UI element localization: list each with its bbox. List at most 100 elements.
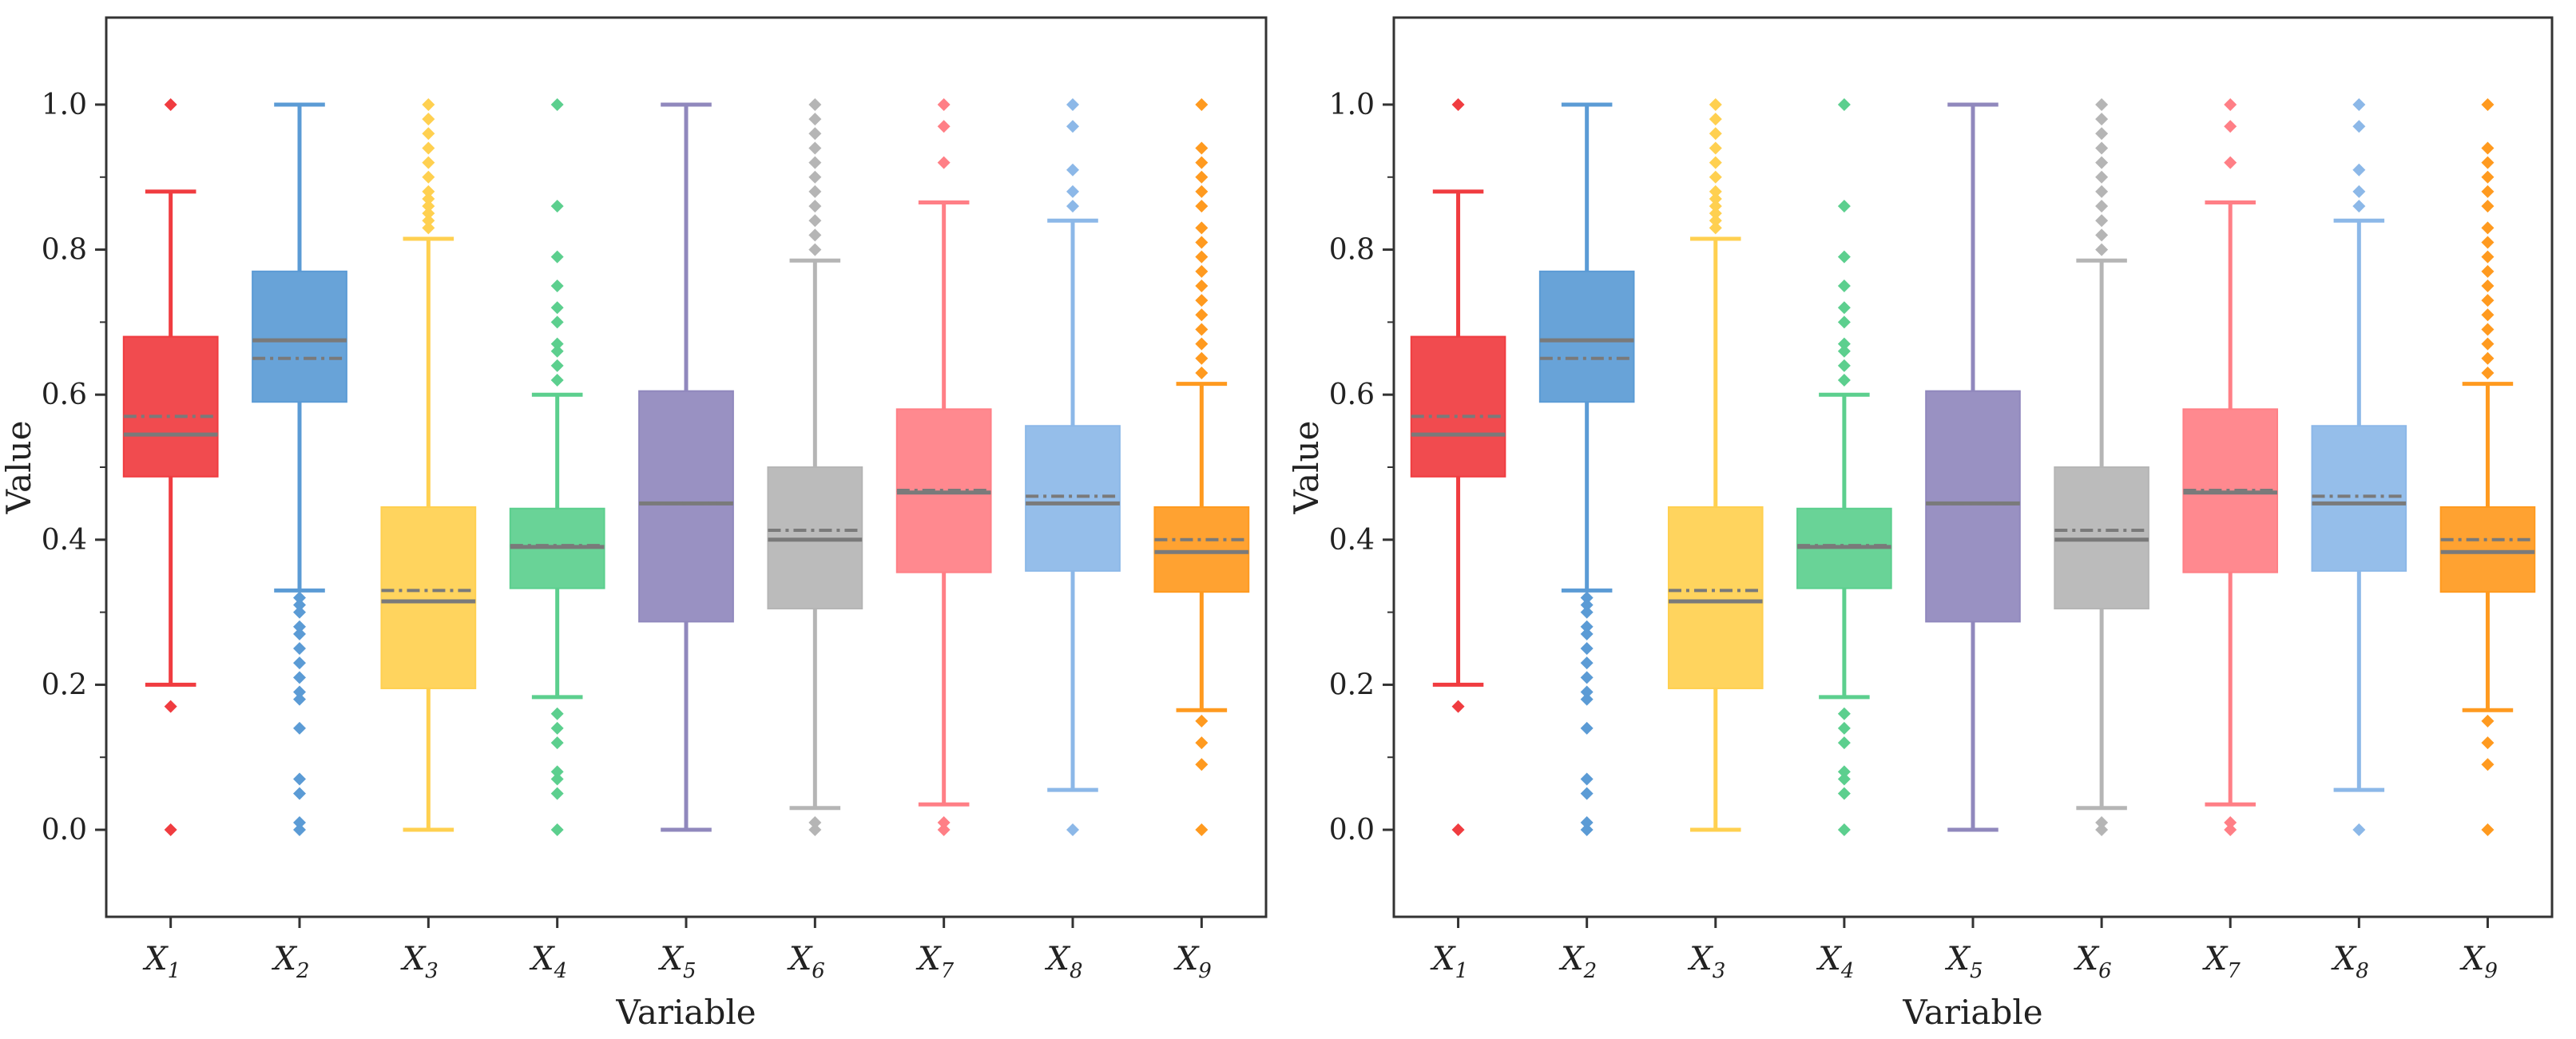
outlier-point — [1195, 323, 1209, 336]
box-x8: X8 — [2311, 97, 2407, 983]
outlier-point — [808, 113, 822, 126]
x-tick-label-main: X — [529, 941, 555, 978]
outlier-point — [1580, 656, 1594, 670]
outlier-point — [1837, 359, 1851, 372]
outlier-point — [1195, 714, 1209, 728]
outlier-point — [1580, 591, 1594, 605]
outlier-point — [1195, 97, 1209, 111]
outlier-point — [164, 97, 177, 111]
x-tick-label: X3 — [400, 941, 439, 983]
outlier-point — [1709, 192, 1722, 206]
box-x1: X1 — [122, 97, 219, 983]
outlier-point — [293, 787, 306, 800]
outlier-point — [808, 243, 822, 256]
outlier-point — [550, 787, 564, 800]
box-x9: X9 — [2439, 97, 2536, 983]
outlier-point — [937, 823, 951, 837]
outlier-point — [422, 200, 435, 213]
x-tick-label: X1 — [1430, 941, 1468, 983]
box-body — [1925, 390, 2021, 623]
outlier-point — [1837, 200, 1851, 213]
x-tick-label: X5 — [1944, 941, 1983, 983]
outlier-point — [422, 192, 435, 206]
x-tick-label-main: X — [1558, 941, 1585, 978]
outlier-point — [1837, 315, 1851, 329]
outlier-point — [2352, 184, 2366, 198]
outlier-point — [293, 772, 306, 786]
outlier-point — [2095, 214, 2109, 228]
outlier-point — [1195, 308, 1209, 322]
x-tick-label-sub: 3 — [425, 959, 439, 983]
outlier-point — [1195, 294, 1209, 307]
outlier-point — [2481, 736, 2495, 750]
outlier-point — [2481, 366, 2495, 379]
outlier-point — [808, 141, 822, 155]
x-tick-label-sub: 9 — [2484, 959, 2498, 983]
box-x5: X5 — [1925, 102, 2021, 983]
outlier-point — [937, 97, 951, 111]
outlier-point — [1195, 366, 1209, 379]
box-body — [252, 270, 347, 403]
outlier-point — [293, 721, 306, 735]
outlier-point — [1195, 250, 1209, 264]
outlier-point — [1451, 823, 1465, 837]
outlier-point — [550, 97, 564, 111]
outlier-point — [2481, 264, 2495, 278]
outlier-point — [422, 141, 435, 155]
y-axis-title: Value — [0, 421, 38, 515]
outlier-point — [2481, 823, 2495, 837]
outlier-point — [2224, 815, 2237, 829]
outlier-point — [1195, 236, 1209, 249]
box-x7: X7 — [2182, 97, 2279, 983]
outlier-point — [293, 627, 306, 640]
outlier-point — [1709, 170, 1722, 184]
outlier-point — [1709, 127, 1722, 141]
box-x2: X2 — [252, 102, 347, 983]
outlier-point — [1066, 823, 1079, 837]
box-body — [2439, 506, 2536, 593]
outlier-point — [1837, 772, 1851, 786]
x-tick-label-sub: 4 — [554, 959, 568, 983]
x-tick-label-main: X — [2202, 941, 2229, 978]
outlier-point — [808, 184, 822, 198]
y-tick-label: 0.6 — [1329, 379, 1375, 411]
outlier-point — [937, 120, 951, 133]
x-tick-label-sub: 2 — [296, 959, 310, 983]
outlier-point — [2481, 294, 2495, 307]
x-tick-label: X8 — [1044, 941, 1082, 983]
box-x7: X7 — [895, 97, 992, 983]
box-x8: X8 — [1025, 97, 1121, 983]
outlier-point — [1580, 772, 1594, 786]
x-tick-label-main: X — [2459, 941, 2486, 978]
x-tick-label: X9 — [2459, 941, 2498, 983]
outlier-point — [293, 620, 306, 633]
x-tick-label-sub: 9 — [1198, 959, 1212, 983]
y-tick-label: 0.0 — [1329, 814, 1375, 847]
x-tick-label-main: X — [915, 941, 942, 978]
outlier-point — [2224, 97, 2237, 111]
x-tick-label-sub: 6 — [2098, 959, 2112, 983]
x-tick-label-sub: 3 — [1713, 959, 1726, 983]
outlier-point — [422, 221, 435, 235]
box-body — [638, 390, 734, 623]
outlier-point — [2481, 337, 2495, 351]
y-tick-label: 0.4 — [42, 524, 87, 557]
outlier-point — [1709, 97, 1722, 111]
x-tick-label-main: X — [1044, 941, 1070, 978]
x-tick-label-main: X — [1687, 941, 1713, 978]
outlier-point — [1837, 787, 1851, 800]
box-body — [1538, 270, 1635, 403]
outlier-point — [1837, 279, 1851, 292]
outlier-point — [293, 823, 306, 837]
x-tick-label-sub: 7 — [941, 959, 955, 983]
x-tick-label-main: X — [271, 941, 297, 978]
outlier-point — [1066, 120, 1079, 133]
outlier-point — [2481, 250, 2495, 264]
box-body — [1153, 506, 1250, 593]
y-tick-label: 0.6 — [42, 379, 87, 411]
outlier-point — [1709, 184, 1722, 198]
outlier-point — [1066, 184, 1079, 198]
outlier-point — [550, 344, 564, 358]
x-tick-label: X8 — [2331, 941, 2369, 983]
